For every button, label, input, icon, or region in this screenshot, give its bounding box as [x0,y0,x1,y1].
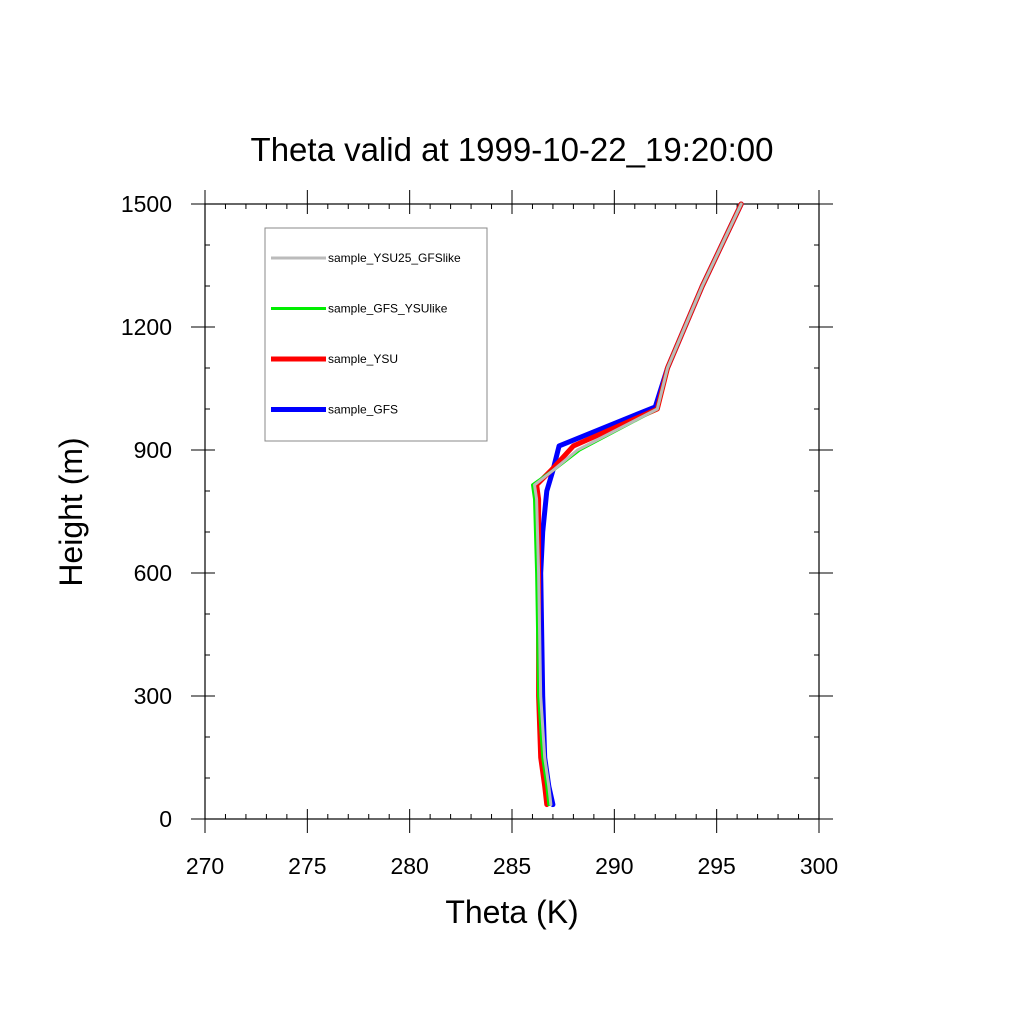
x-tick-label: 270 [186,853,224,879]
legend-label: sample_GFS_YSUlike [328,302,448,316]
axis-ticks [191,190,833,833]
series-lines [531,201,744,808]
x-tick-label: 295 [697,853,735,879]
legend-label: sample_YSU25_GFSlike [328,251,461,265]
legend-label: sample_YSU [328,352,398,366]
y-tick-label: 900 [134,437,172,463]
x-axis-title: Theta (K) [445,894,578,930]
y-tick-label: 0 [159,806,172,832]
series-line-sample-ysu [534,201,744,808]
x-tick-label: 280 [390,853,428,879]
series-line-sample-gfs [538,201,744,808]
x-tick-label: 275 [288,853,326,879]
legend-box [264,227,488,442]
y-axis-title: Height (m) [53,437,89,586]
y-tick-label: 600 [134,560,172,586]
chart-title: Theta valid at 1999-10-22_19:20:00 [251,131,774,168]
x-tick-label: 300 [800,853,838,879]
y-tick-label: 300 [134,683,172,709]
series-line-sample-gfs-ysulike [531,202,743,807]
x-tick-label: 285 [493,853,531,879]
y-tick-label: 1200 [121,314,172,340]
series-line-sample-ysu25-gfslike [533,202,743,807]
legend: sample_YSU25_GFSlike sample_GFS_YSUlikesa… [264,227,488,442]
y-tick-label: 1500 [121,191,172,217]
legend-label: sample_GFS [328,403,398,417]
tick-labels: 270 275 280 285 290 295 300 0 300 600 900 1200 1500 [121,191,838,879]
x-tick-label: 290 [595,853,633,879]
